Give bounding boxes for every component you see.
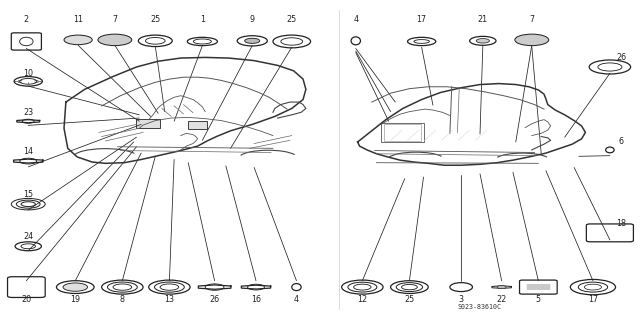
Text: 26: 26: [209, 295, 220, 304]
Text: 19: 19: [70, 295, 81, 304]
Text: 11: 11: [73, 15, 83, 24]
Text: 26: 26: [616, 53, 626, 62]
Text: S023-83610C: S023-83610C: [458, 304, 502, 310]
Bar: [136, 119, 160, 128]
Text: 5: 5: [536, 295, 541, 304]
Text: 7: 7: [112, 15, 117, 24]
Text: 15: 15: [23, 190, 33, 199]
Text: 10: 10: [23, 69, 33, 78]
Text: 21: 21: [478, 15, 488, 24]
Text: 17: 17: [588, 295, 598, 304]
Text: 8: 8: [120, 295, 125, 304]
Text: 14: 14: [23, 147, 33, 156]
Text: 23: 23: [23, 108, 33, 117]
Text: 25: 25: [287, 15, 297, 24]
Circle shape: [63, 283, 88, 291]
Text: 25: 25: [150, 15, 161, 24]
Text: 7: 7: [529, 15, 534, 24]
Text: 17: 17: [417, 15, 427, 24]
Circle shape: [497, 286, 506, 289]
Text: 20: 20: [21, 295, 31, 304]
Text: 4: 4: [353, 15, 358, 24]
Text: 24: 24: [23, 232, 33, 241]
Text: 12: 12: [357, 295, 367, 304]
Text: 13: 13: [164, 295, 175, 304]
Bar: [188, 121, 207, 129]
Text: 6: 6: [619, 137, 623, 146]
Text: 18: 18: [616, 219, 626, 228]
Circle shape: [98, 34, 132, 46]
Circle shape: [515, 34, 548, 46]
Text: 22: 22: [497, 295, 507, 304]
Text: 16: 16: [251, 295, 261, 304]
Bar: [384, 124, 420, 141]
Text: 1: 1: [200, 15, 205, 24]
Text: 9: 9: [250, 15, 255, 24]
Bar: [381, 123, 424, 142]
Text: 2: 2: [24, 15, 29, 24]
Text: 3: 3: [459, 295, 463, 304]
Circle shape: [476, 39, 490, 43]
Circle shape: [64, 35, 92, 45]
Text: 25: 25: [404, 295, 415, 304]
Text: 4: 4: [294, 295, 299, 304]
Circle shape: [244, 38, 260, 43]
